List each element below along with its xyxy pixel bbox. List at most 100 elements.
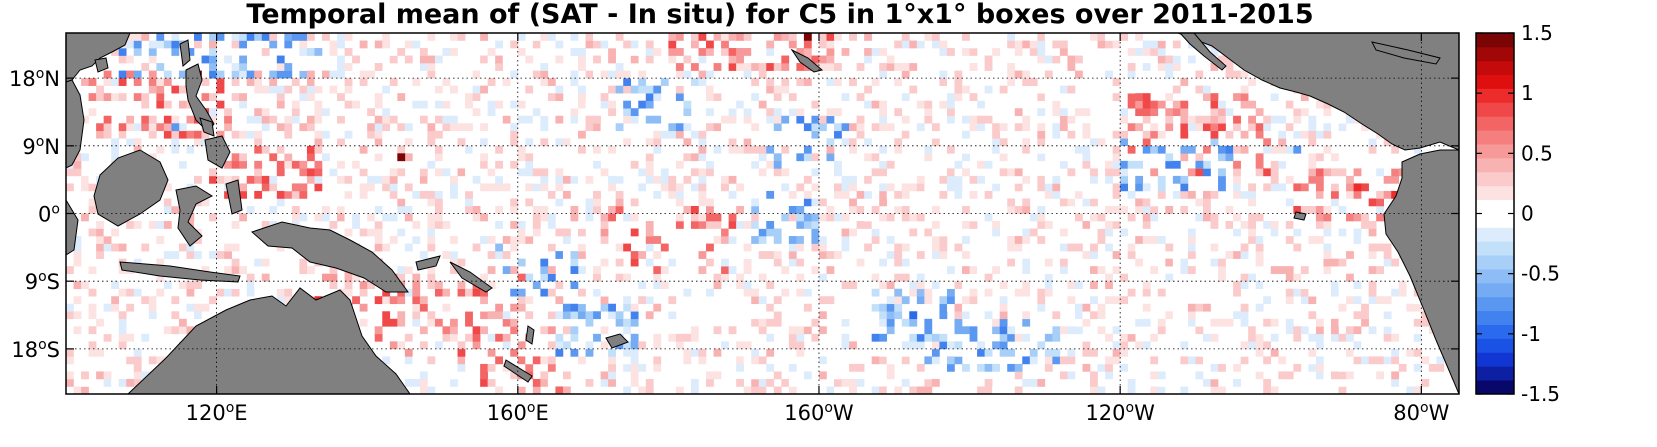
data-cell [1059, 108, 1068, 117]
data-cell [1202, 205, 1211, 214]
data-cell [992, 386, 1000, 395]
data-cell [450, 243, 458, 252]
data-cell [834, 168, 842, 177]
data-cell [864, 48, 872, 56]
data-cell [758, 221, 767, 229]
y-tick-label: 9oN [22, 134, 60, 159]
colorbar-swatch [1476, 269, 1514, 284]
data-cell [1240, 273, 1249, 282]
data-cell [668, 33, 677, 41]
data-cell [1270, 266, 1279, 274]
data-cell [450, 258, 458, 267]
data-cell [133, 70, 142, 79]
data-cell [818, 243, 827, 252]
data-cell [88, 303, 97, 312]
data-cell [924, 371, 933, 380]
data-cell [525, 160, 534, 169]
data-cell [111, 138, 120, 147]
data-cell [864, 221, 872, 229]
data-cell [946, 175, 955, 184]
data-cell [788, 100, 797, 109]
data-cell [404, 40, 413, 49]
data-cell [1202, 318, 1211, 327]
data-cell [434, 78, 443, 86]
data-cell [382, 311, 391, 320]
data-cell [1225, 318, 1234, 327]
data-cell [329, 281, 338, 290]
data-cell [773, 123, 782, 132]
data-cell [1353, 168, 1362, 177]
data-cell [766, 160, 775, 169]
data-cell [1150, 108, 1159, 117]
data-cell [690, 386, 699, 395]
data-cell [675, 130, 684, 139]
data-cell [879, 145, 888, 154]
data-cell [510, 40, 519, 49]
data-cell [118, 386, 127, 395]
data-cell [1014, 333, 1023, 342]
data-cell [269, 175, 278, 184]
land-australia [126, 287, 411, 395]
data-cell [276, 145, 285, 154]
data-cell [916, 33, 925, 41]
data-cell [773, 371, 782, 380]
data-cell [510, 123, 519, 132]
data-cell [615, 85, 624, 94]
data-cell [630, 363, 639, 372]
data-cell [284, 63, 293, 71]
data-cell [788, 205, 797, 214]
data-cell [736, 160, 744, 169]
data-cell [1029, 33, 1038, 41]
data-cell [96, 243, 104, 252]
data-cell [1368, 145, 1377, 154]
data-cell [427, 281, 436, 290]
data-cell [638, 168, 647, 177]
data-cell [1172, 108, 1181, 117]
data-cell [1180, 386, 1189, 395]
data-cell [178, 70, 187, 79]
data-cell [382, 190, 391, 199]
data-cell [517, 378, 526, 387]
data-cell [337, 33, 345, 41]
data-cell [1202, 228, 1211, 237]
data-cell [337, 115, 345, 124]
data-cell [962, 266, 970, 274]
data-cell [1391, 168, 1400, 177]
data-cell [525, 115, 534, 124]
data-cell [751, 93, 760, 101]
data-cell [1112, 130, 1121, 139]
data-cell [984, 85, 993, 94]
data-cell [1180, 100, 1189, 109]
data-cell [374, 63, 383, 71]
data-cell [118, 288, 127, 297]
data-cell [1180, 341, 1189, 350]
data-cell [261, 115, 270, 124]
data-cell [344, 273, 353, 282]
data-cell [992, 363, 1000, 372]
colorbar-tick-label: -0.5 [1521, 262, 1560, 286]
data-cell [367, 70, 376, 79]
data-cell [389, 130, 398, 139]
data-cell [276, 281, 285, 290]
data-cell [1037, 213, 1046, 222]
data-cell [1142, 236, 1151, 244]
data-cell [962, 251, 970, 259]
data-cell [608, 348, 616, 357]
data-cell [96, 333, 104, 342]
data-cell [653, 288, 662, 297]
data-cell [374, 296, 383, 305]
data-cell [969, 115, 978, 124]
data-cell [1037, 108, 1046, 117]
data-cell [1120, 228, 1128, 237]
notable-cell [766, 190, 775, 199]
data-cell [946, 108, 955, 117]
data-cell [1142, 326, 1151, 335]
data-cell [736, 356, 744, 365]
data-cell [1293, 115, 1302, 124]
data-cell [570, 348, 579, 357]
data-cell [156, 78, 165, 86]
data-cell [1014, 175, 1023, 184]
data-cell [103, 236, 112, 244]
data-cell [1180, 183, 1189, 192]
data-cell [1029, 93, 1038, 101]
